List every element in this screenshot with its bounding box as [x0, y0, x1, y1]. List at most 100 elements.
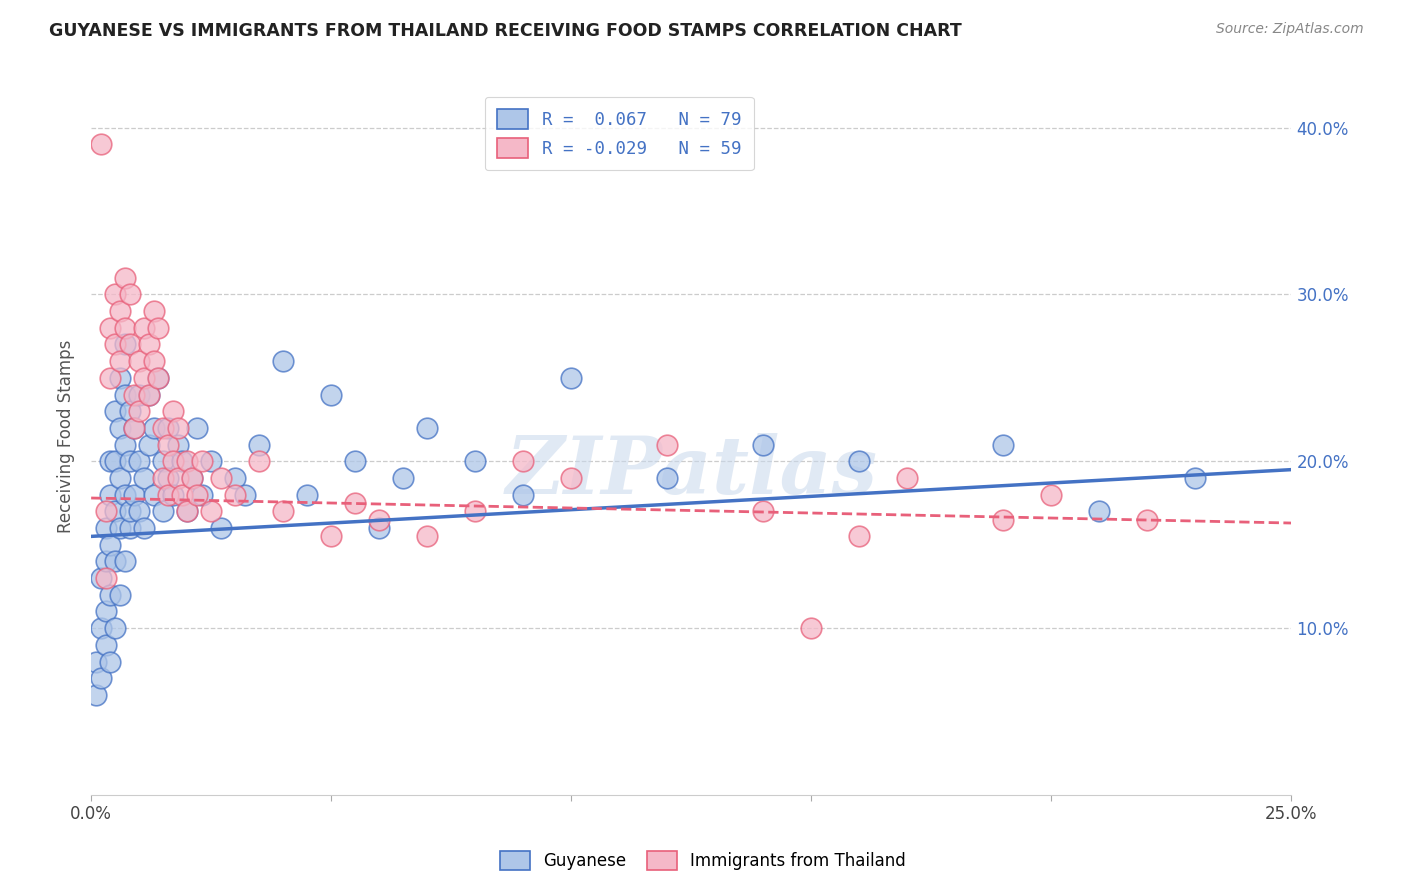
Point — [98, 320, 121, 334]
Point — [114, 270, 136, 285]
Point — [118, 454, 141, 468]
Point — [321, 387, 343, 401]
Point — [108, 371, 131, 385]
Point — [181, 471, 204, 485]
Point — [104, 454, 127, 468]
Point — [94, 504, 117, 518]
Point — [190, 454, 212, 468]
Point — [156, 471, 179, 485]
Point — [94, 605, 117, 619]
Point — [142, 354, 165, 368]
Point — [1088, 504, 1111, 518]
Point — [132, 320, 155, 334]
Point — [118, 504, 141, 518]
Point — [114, 337, 136, 351]
Point — [142, 304, 165, 318]
Point — [108, 521, 131, 535]
Point — [148, 320, 170, 334]
Point — [98, 655, 121, 669]
Point — [108, 304, 131, 318]
Point — [94, 571, 117, 585]
Point — [98, 538, 121, 552]
Point — [224, 488, 246, 502]
Point — [512, 488, 534, 502]
Point — [1040, 488, 1063, 502]
Point — [657, 437, 679, 451]
Point — [90, 621, 112, 635]
Point — [416, 529, 439, 543]
Point — [118, 337, 141, 351]
Point — [132, 521, 155, 535]
Point — [104, 404, 127, 418]
Point — [321, 529, 343, 543]
Point — [104, 504, 127, 518]
Point — [152, 454, 174, 468]
Point — [162, 488, 184, 502]
Point — [416, 421, 439, 435]
Point — [200, 454, 222, 468]
Point — [247, 437, 270, 451]
Point — [114, 437, 136, 451]
Point — [98, 588, 121, 602]
Point — [128, 454, 150, 468]
Point — [156, 488, 179, 502]
Point — [190, 488, 212, 502]
Point — [84, 688, 107, 702]
Point — [560, 471, 582, 485]
Point — [162, 454, 184, 468]
Point — [138, 337, 160, 351]
Point — [209, 521, 232, 535]
Point — [152, 471, 174, 485]
Point — [128, 504, 150, 518]
Point — [993, 513, 1015, 527]
Legend: R =  0.067   N = 79, R = -0.029   N = 59: R = 0.067 N = 79, R = -0.029 N = 59 — [485, 97, 754, 170]
Point — [124, 488, 146, 502]
Point — [98, 488, 121, 502]
Point — [114, 488, 136, 502]
Point — [152, 421, 174, 435]
Text: Source: ZipAtlas.com: Source: ZipAtlas.com — [1216, 22, 1364, 37]
Point — [344, 454, 367, 468]
Point — [132, 371, 155, 385]
Point — [247, 454, 270, 468]
Point — [166, 421, 188, 435]
Point — [162, 404, 184, 418]
Text: GUYANESE VS IMMIGRANTS FROM THAILAND RECEIVING FOOD STAMPS CORRELATION CHART: GUYANESE VS IMMIGRANTS FROM THAILAND REC… — [49, 22, 962, 40]
Point — [186, 421, 208, 435]
Point — [128, 354, 150, 368]
Point — [176, 454, 198, 468]
Point — [156, 437, 179, 451]
Point — [233, 488, 256, 502]
Point — [896, 471, 918, 485]
Y-axis label: Receiving Food Stamps: Receiving Food Stamps — [58, 340, 75, 533]
Point — [224, 471, 246, 485]
Point — [148, 371, 170, 385]
Point — [124, 387, 146, 401]
Point — [993, 437, 1015, 451]
Point — [800, 621, 823, 635]
Point — [368, 513, 391, 527]
Point — [124, 421, 146, 435]
Point — [90, 571, 112, 585]
Text: ZIPatlas: ZIPatlas — [505, 434, 877, 511]
Point — [176, 504, 198, 518]
Point — [392, 471, 415, 485]
Point — [114, 320, 136, 334]
Point — [166, 437, 188, 451]
Point — [94, 638, 117, 652]
Point — [172, 454, 194, 468]
Point — [464, 504, 486, 518]
Point — [90, 671, 112, 685]
Point — [138, 387, 160, 401]
Point — [114, 554, 136, 568]
Point — [142, 488, 165, 502]
Legend: Guyanese, Immigrants from Thailand: Guyanese, Immigrants from Thailand — [494, 844, 912, 877]
Point — [128, 404, 150, 418]
Point — [98, 371, 121, 385]
Point — [108, 354, 131, 368]
Point — [172, 488, 194, 502]
Point — [94, 554, 117, 568]
Point — [752, 504, 775, 518]
Point — [848, 529, 870, 543]
Point — [186, 488, 208, 502]
